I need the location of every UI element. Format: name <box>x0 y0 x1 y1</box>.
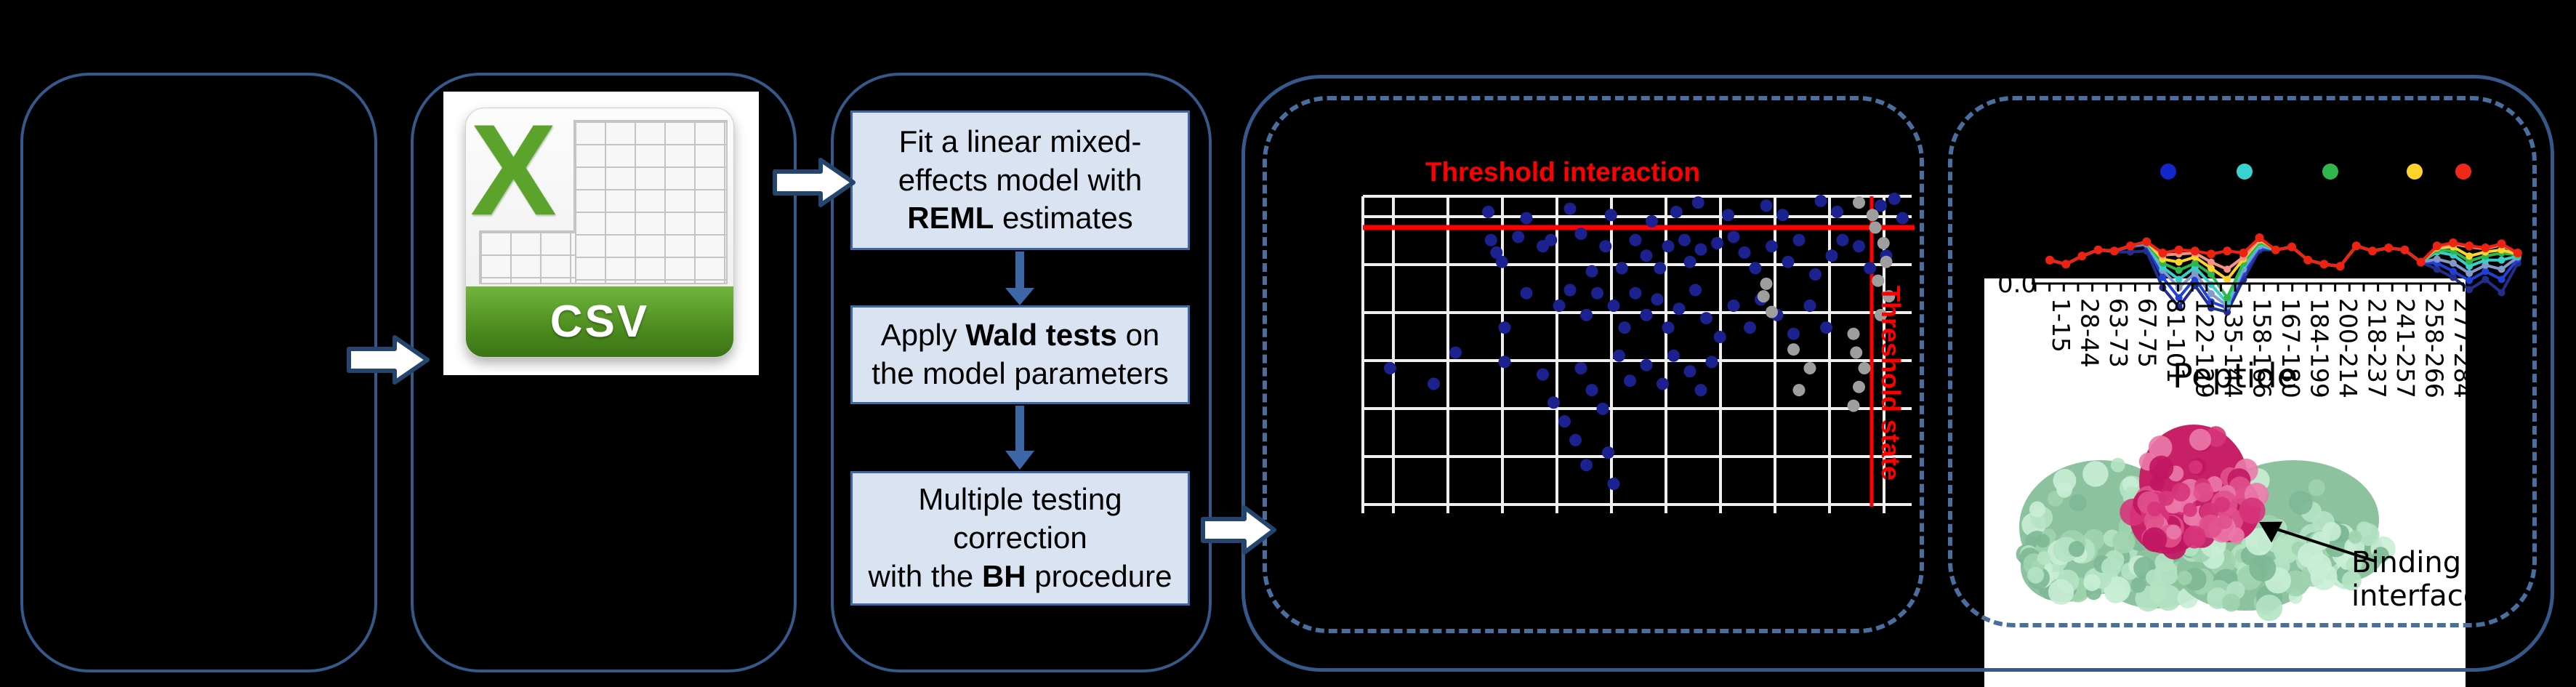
svg-text:0.0: 0.0 <box>1997 270 2037 299</box>
spreadsheet-grid <box>573 120 728 284</box>
step-bh-correction: Multiple testing correction with the BH p… <box>850 471 1190 606</box>
svg-text:167-180: 167-180 <box>2277 298 2305 398</box>
svg-text:67-75: 67-75 <box>2133 298 2162 368</box>
svg-text:218-237: 218-237 <box>2363 298 2391 398</box>
svg-text:135-144: 135-144 <box>2219 298 2247 398</box>
threshold-scatter-chart <box>1361 192 1915 513</box>
svg-text:200-214: 200-214 <box>2334 298 2362 398</box>
binding-interface-label: Binding interface <box>2351 546 2466 614</box>
threshold-state-label: Threshold state <box>1876 286 1906 481</box>
arrow-right-icon <box>347 335 430 385</box>
step-wald-tests: Apply Wald tests on the model parameters <box>850 305 1190 404</box>
protein-structure-image <box>2016 425 2396 622</box>
svg-text:184-199: 184-199 <box>2306 298 2334 398</box>
arrow-down-icon <box>1005 406 1034 470</box>
svg-text:Peptide: Peptide <box>2173 356 2298 395</box>
threshold-interaction-label: Threshold interaction <box>1425 157 1701 187</box>
hdx-uptake-line-chart: 0.0 1-15 28-44 63-73 67-75 81-101 122-129 135-1… <box>1997 164 2522 398</box>
excel-x-letter: X <box>470 108 557 242</box>
svg-text:28-44: 28-44 <box>2076 298 2104 368</box>
step-fit-model: Fit a linear mixed-effects model with REM… <box>850 111 1190 250</box>
panel-statistical-pipeline <box>831 73 1212 672</box>
csv-image-background: X CSV <box>443 92 759 375</box>
svg-text:1-15: 1-15 <box>2047 298 2075 353</box>
hdx-figure-background: Binding interface <box>1984 278 2466 687</box>
csv-band: CSV <box>466 286 733 357</box>
panel-experiment <box>20 73 377 672</box>
spreadsheet-grid-small <box>479 230 576 284</box>
arrow-down-icon <box>1005 252 1034 305</box>
svg-text:122-129: 122-129 <box>2191 298 2219 398</box>
csv-file-icon: X CSV <box>465 108 734 358</box>
arrow-right-icon <box>1201 505 1276 555</box>
svg-text:277-284: 277-284 <box>2449 298 2477 398</box>
svg-text:81-101: 81-101 <box>2162 298 2190 383</box>
svg-text:258-266: 258-266 <box>2420 298 2449 398</box>
svg-text:158-166: 158-166 <box>2248 298 2277 398</box>
svg-text:241-257: 241-257 <box>2391 298 2420 398</box>
arrow-right-icon <box>773 158 856 207</box>
svg-text:63-73: 63-73 <box>2104 298 2133 368</box>
csv-label: CSV <box>550 297 650 347</box>
